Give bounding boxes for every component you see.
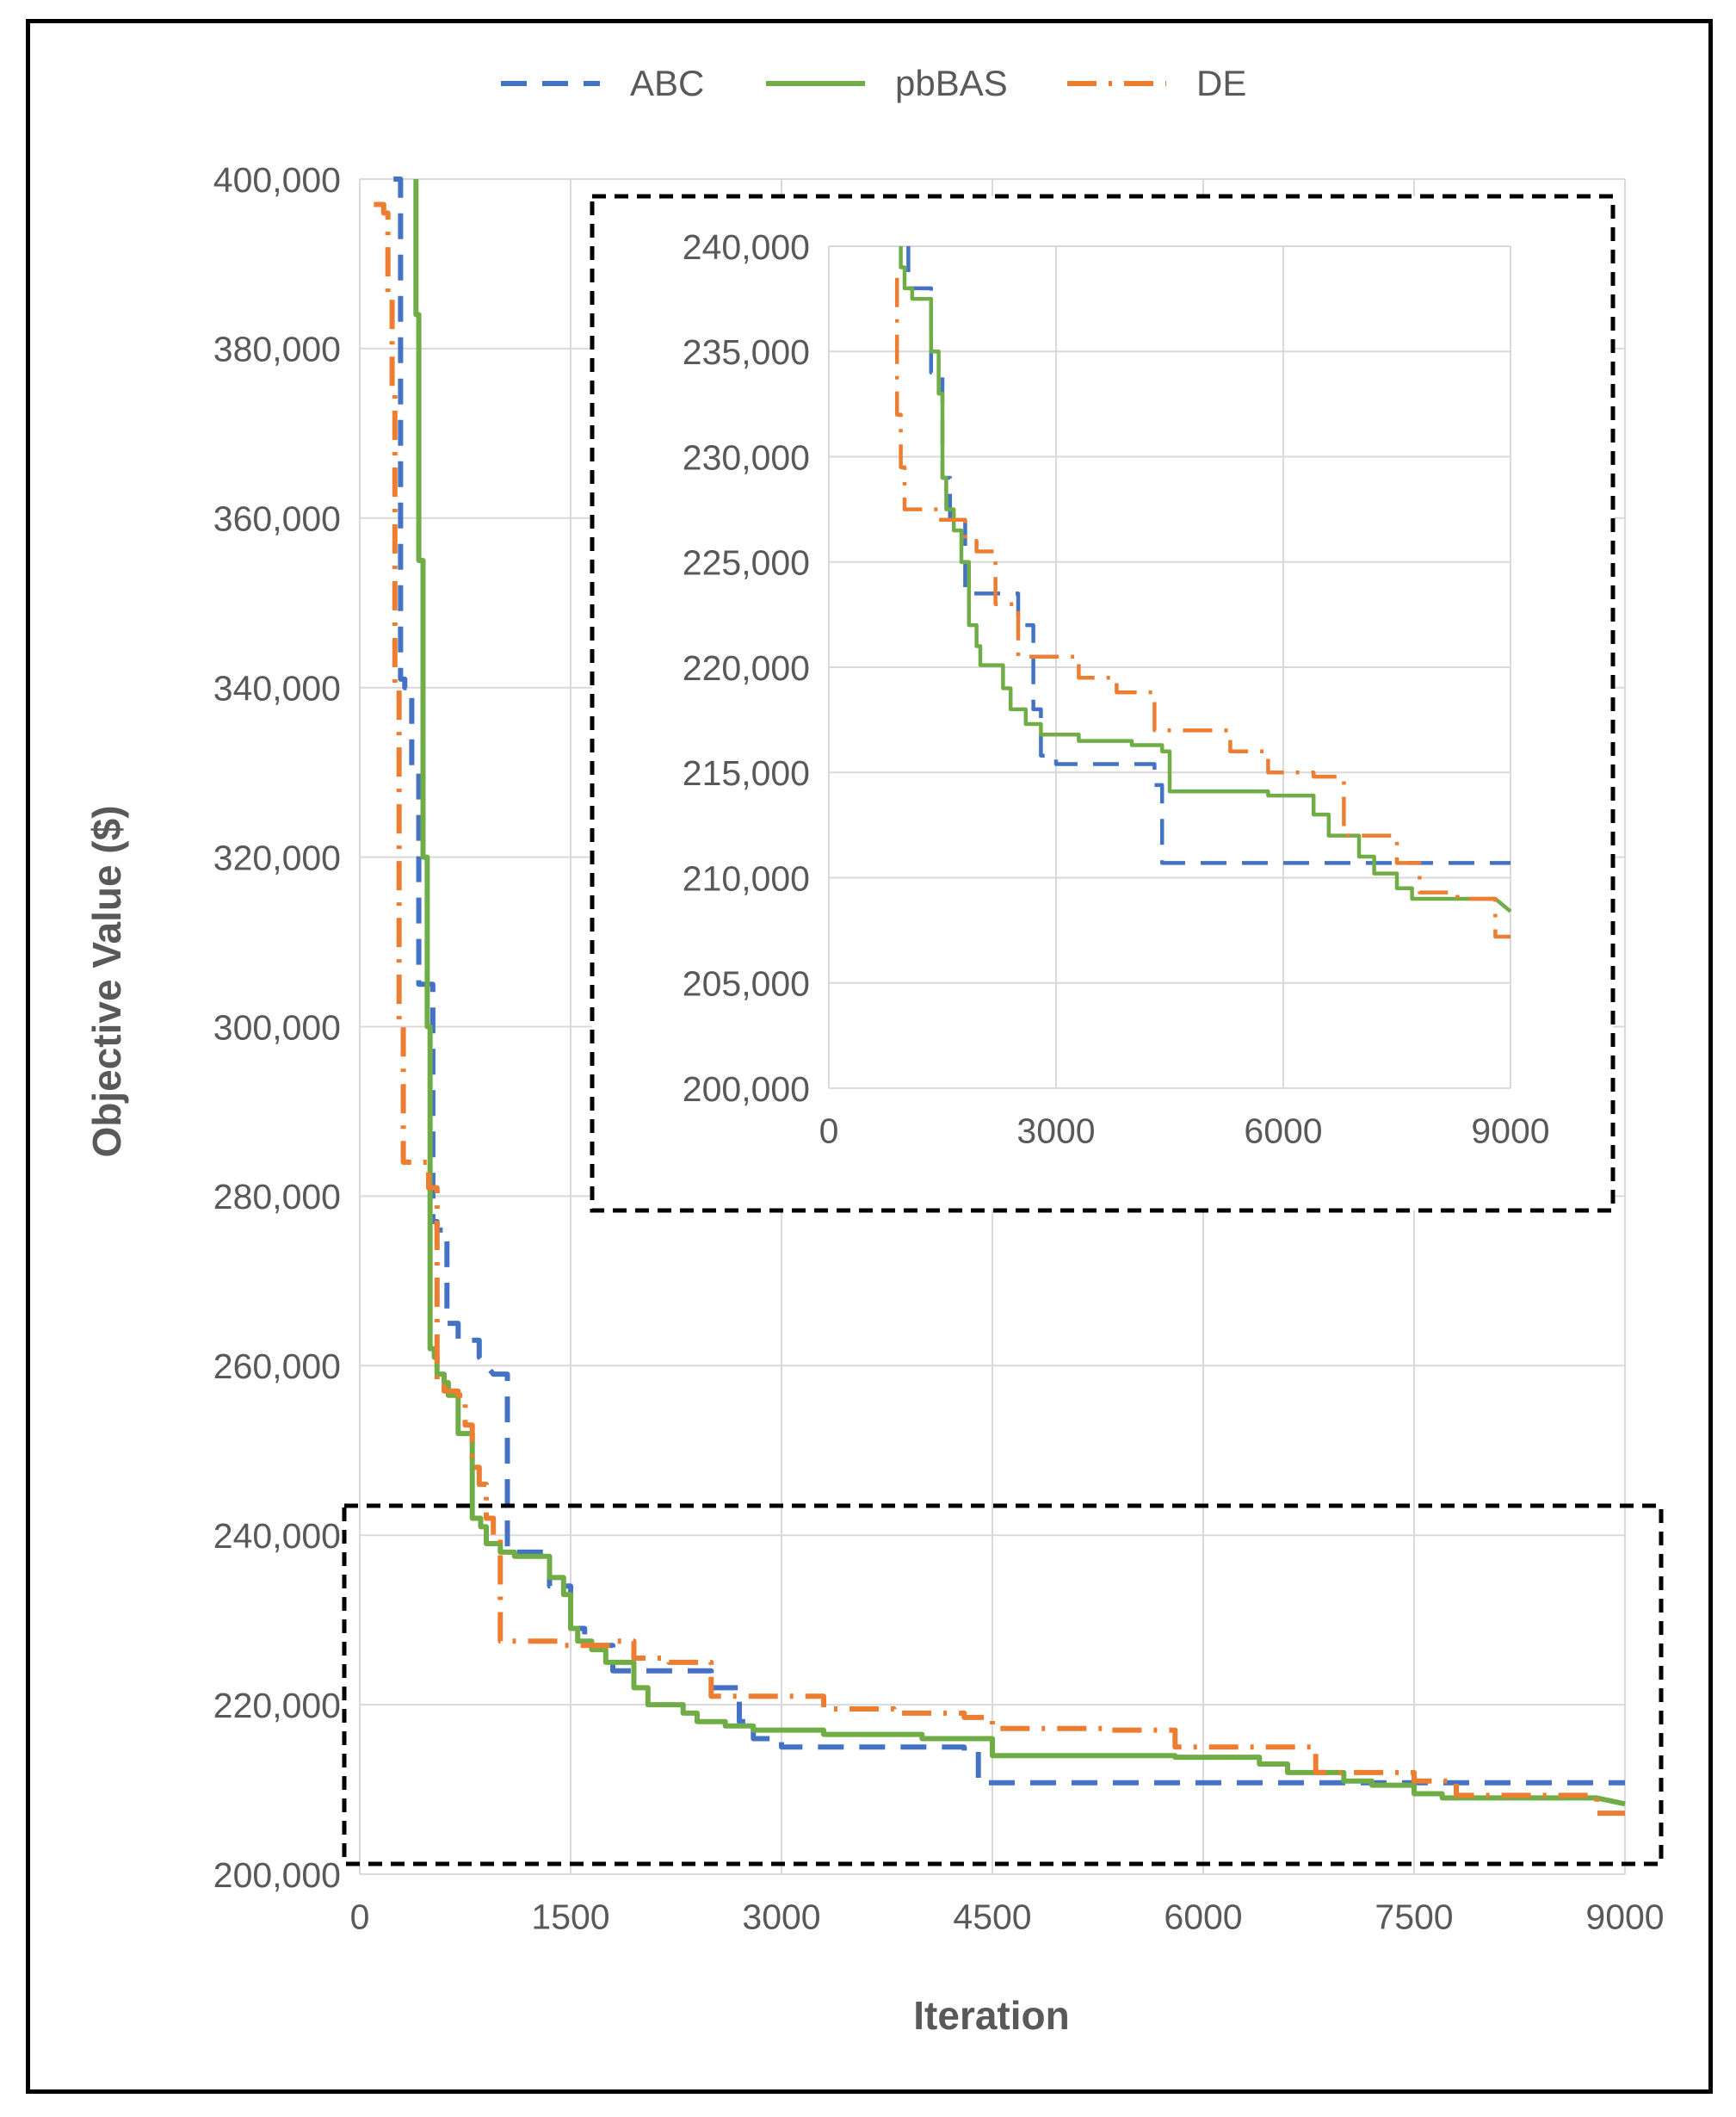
series-line-abc [393,176,1625,1786]
y-axis-title: Objective Value ($) [84,805,129,1157]
x-tick-label: 4500 [953,1897,1031,1937]
y-tick-label: 220,000 [213,1686,341,1725]
y-tick-label: 200,000 [683,1069,810,1109]
legend-item-pbbas: pbBAS [766,63,1008,103]
y-tick-label: 300,000 [213,1007,341,1047]
legend-item-abc: ABC [501,63,704,103]
legend-item-de: DE [1067,63,1246,103]
main-x-tick-labels: 0 1500 3000 4500 6000 7500 9000 [350,1897,1665,1937]
y-tick-label: 280,000 [213,1177,341,1216]
y-tick-label: 235,000 [683,332,810,372]
inset-border [590,194,1616,1213]
main-series-lines [374,176,1626,1817]
y-tick-label: 220,000 [683,648,810,688]
y-tick-label: 260,000 [213,1346,341,1386]
x-tick-label: 0 [350,1897,370,1937]
y-tick-label: 210,000 [683,858,810,898]
x-tick-label: 0 [819,1111,839,1151]
legend-label: pbBAS [895,63,1008,103]
y-tick-label: 225,000 [683,543,810,583]
x-tick-label: 6000 [1164,1897,1242,1937]
zoom-region-box [342,1503,1664,1866]
y-tick-label: 205,000 [683,964,810,1004]
series-line-pbbas [899,246,1512,913]
series-line-pbbas [413,179,1626,1807]
legend-label: ABC [630,63,704,103]
y-tick-label: 215,000 [683,753,810,793]
x-tick-label: 6000 [1244,1111,1322,1151]
y-tick-label: 240,000 [213,1516,341,1556]
x-tick-label: 9000 [1471,1111,1549,1151]
main-y-tick-labels: 200,000 220,000 240,000 260,000 280,000 300,0… [213,160,341,1895]
series-line-de [894,277,1511,939]
x-tick-label: 7500 [1375,1897,1453,1937]
x-tick-label: 1500 [531,1897,609,1937]
series-line-de [374,201,1625,1817]
legend: ABC pbBAS DE [501,63,1246,103]
x-tick-label: 3000 [1016,1111,1095,1151]
x-tick-label: 3000 [742,1897,820,1937]
y-tick-label: 240,000 [683,227,810,267]
y-tick-label: 320,000 [213,838,341,877]
y-tick-label: 400,000 [213,160,341,200]
y-tick-label: 360,000 [213,499,341,539]
inset-background [592,196,1613,1210]
y-tick-label: 340,000 [213,668,341,708]
y-tick-label: 380,000 [213,330,341,369]
y-tick-label: 230,000 [683,437,810,477]
y-tick-label: 200,000 [213,1855,341,1895]
legend-label: DE [1196,63,1246,103]
inset-y-tick-labels: 200,000 205,000 210,000 215,000 220,000 225,0… [683,227,810,1109]
x-axis-title: Iteration [913,1993,1069,2038]
x-tick-label: 9000 [1585,1897,1664,1937]
inset-x-tick-labels: 0 3000 6000 9000 [819,1111,1550,1151]
inset-series-lines [894,246,1512,939]
